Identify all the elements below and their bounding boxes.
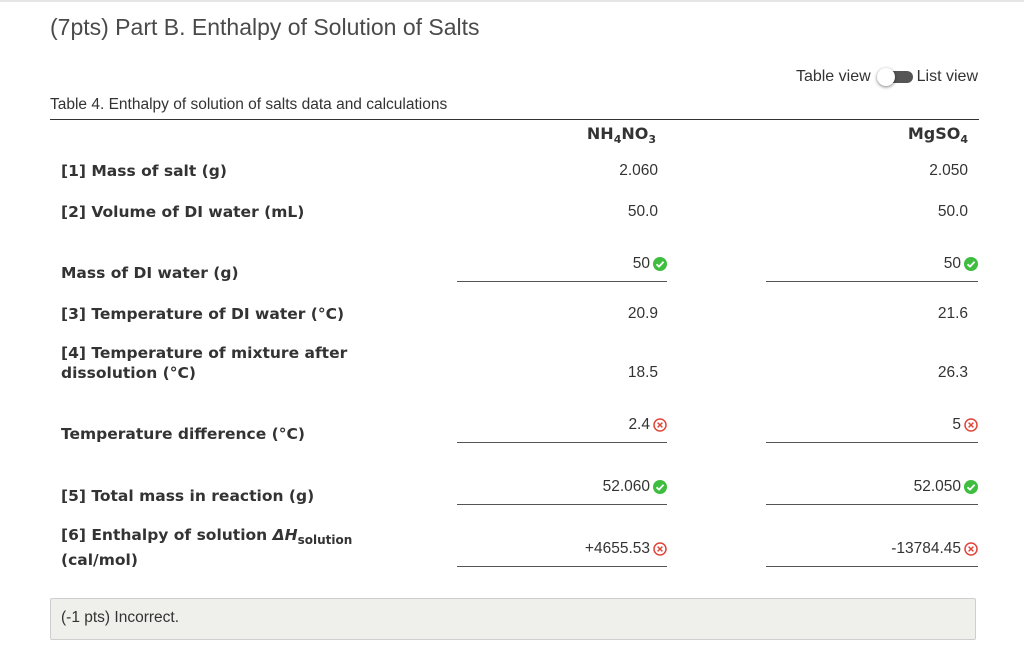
table-caption: Table 4. Enthalpy of solution of salts d…: [50, 96, 448, 113]
answer-field-enthalpy-nh4no3[interactable]: +4655.53: [457, 540, 667, 567]
column-header-nh4no3: NH4NO3: [586, 124, 656, 147]
value-temp-mixture-nh4no3: 18.5: [627, 364, 658, 381]
x-circle-icon: [964, 418, 978, 432]
answer-value: 2.4: [628, 416, 650, 433]
answer-field-total-mass-mgso4[interactable]: 52.050: [766, 478, 978, 505]
value-temp-water-mgso4: 21.6: [937, 305, 968, 322]
answer-field-mass-water-nh4no3[interactable]: 50: [457, 255, 667, 282]
table-view-option[interactable]: Table view: [795, 68, 871, 85]
view-switch[interactable]: [876, 68, 913, 86]
page-title: (7pts) Part B. Enthalpy of Solution of S…: [50, 14, 480, 40]
value-temp-water-nh4no3: 20.9: [627, 305, 658, 322]
x-circle-icon: [964, 542, 978, 556]
list-view-option[interactable]: List view: [916, 68, 978, 85]
value-volume-water-nh4no3: 50.0: [627, 203, 658, 220]
check-circle-icon: [964, 480, 978, 494]
column-header-mgso4: MgSO4: [907, 124, 968, 147]
answer-value: 50: [632, 255, 650, 272]
value-volume-water-mgso4: 50.0: [937, 203, 968, 220]
answer-field-temp-diff-mgso4[interactable]: 5: [766, 416, 978, 443]
row-label-line: [6] Enthalpy of solution ΔHsolution: [61, 526, 353, 548]
check-circle-icon: [653, 480, 667, 494]
answer-value: +4655.53: [584, 540, 650, 557]
answer-field-total-mass-nh4no3[interactable]: 52.060: [457, 478, 667, 505]
answer-value: 5: [952, 416, 961, 433]
x-circle-icon: [653, 542, 667, 556]
switch-knob: [876, 68, 895, 86]
value-mass-salt-mgso4: 2.050: [929, 162, 968, 179]
x-circle-icon: [653, 418, 667, 432]
row-label-temp-difference: Temperature difference (°C): [61, 425, 305, 443]
check-circle-icon: [653, 257, 667, 271]
answer-field-mass-water-mgso4[interactable]: 50: [766, 255, 978, 282]
row-label-line: dissolution (°C): [61, 364, 196, 382]
value-temp-mixture-mgso4: 26.3: [937, 364, 968, 381]
answer-value: 52.050: [913, 478, 961, 495]
row-label-temp-mixture: [4] Temperature of mixture after dissolu…: [61, 343, 347, 383]
row-label-mass-salt: [1] Mass of salt (g): [61, 162, 227, 180]
answer-value: -13784.45: [891, 540, 961, 557]
table-top-rule: [50, 119, 979, 120]
feedback-box: (-1 pts) Incorrect.: [50, 598, 976, 640]
answer-value: 52.060: [602, 478, 650, 495]
check-circle-icon: [964, 257, 978, 271]
row-label-line: (cal/mol): [61, 551, 138, 570]
row-label-mass-water: Mass of DI water (g): [61, 264, 239, 282]
view-toggle: Table view List view: [796, 68, 978, 86]
row-label-total-mass: [5] Total mass in reaction (g): [61, 487, 315, 505]
row-label-enthalpy: [6] Enthalpy of solution ΔHsolution (cal…: [61, 525, 352, 570]
value-mass-salt-nh4no3: 2.060: [619, 162, 658, 179]
row-label-line: [4] Temperature of mixture after: [61, 344, 348, 362]
row-label-temp-water: [3] Temperature of DI water (°C): [61, 305, 345, 323]
row-label-volume-water: [2] Volume of DI water (mL): [61, 203, 305, 221]
feedback-text: (-1 pts) Incorrect.: [61, 609, 179, 626]
top-divider: [0, 0, 1024, 2]
answer-field-enthalpy-mgso4[interactable]: -13784.45: [766, 540, 978, 567]
answer-field-temp-diff-nh4no3[interactable]: 2.4: [457, 416, 667, 443]
answer-value: 50: [943, 255, 961, 272]
